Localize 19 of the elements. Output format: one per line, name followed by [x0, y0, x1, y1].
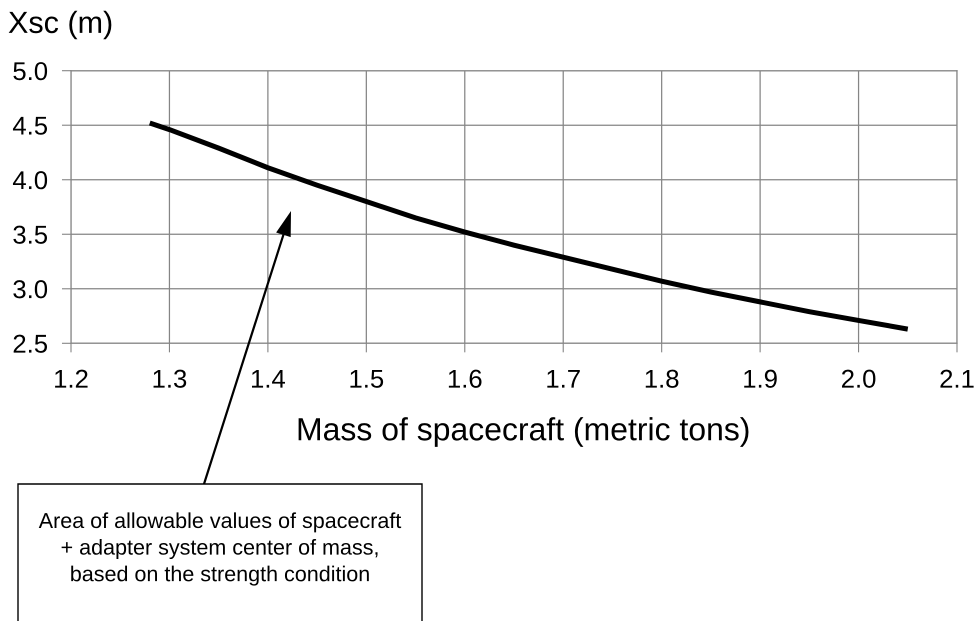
y-tick-label: 4.0	[12, 171, 48, 190]
y-axis-title: Xsc (m)	[8, 10, 112, 40]
y-tick-label: 3.5	[13, 226, 48, 244]
y-tick-label: 3.0	[13, 280, 48, 298]
x-tick-label: 2.0	[842, 370, 876, 388]
x-tick-label: 2.1	[940, 370, 974, 388]
x-tick-label: 1.9	[744, 370, 777, 388]
y-tick-label: 2.5	[14, 334, 48, 353]
x-tick-label: 1.3	[154, 370, 186, 388]
x-tick-label: 1.5	[350, 370, 384, 388]
text: Area of allowable values of spacecraft + adapter system center of mass, based on the strength condition	[38, 512, 402, 586]
x-axis-title: Mass of spacecraft (metric tons)	[298, 417, 748, 447]
x-tick-label: 1.2	[55, 370, 88, 388]
y-tick-label: 5.0	[13, 62, 48, 80]
x-tick-label: 1.6	[448, 370, 482, 388]
x-tick-label: 1.7	[547, 370, 580, 388]
y-tick-label: 4.5	[12, 116, 48, 135]
x-tick-label: 1.4	[252, 370, 285, 388]
x-tick-label: 1.8	[646, 370, 678, 388]
